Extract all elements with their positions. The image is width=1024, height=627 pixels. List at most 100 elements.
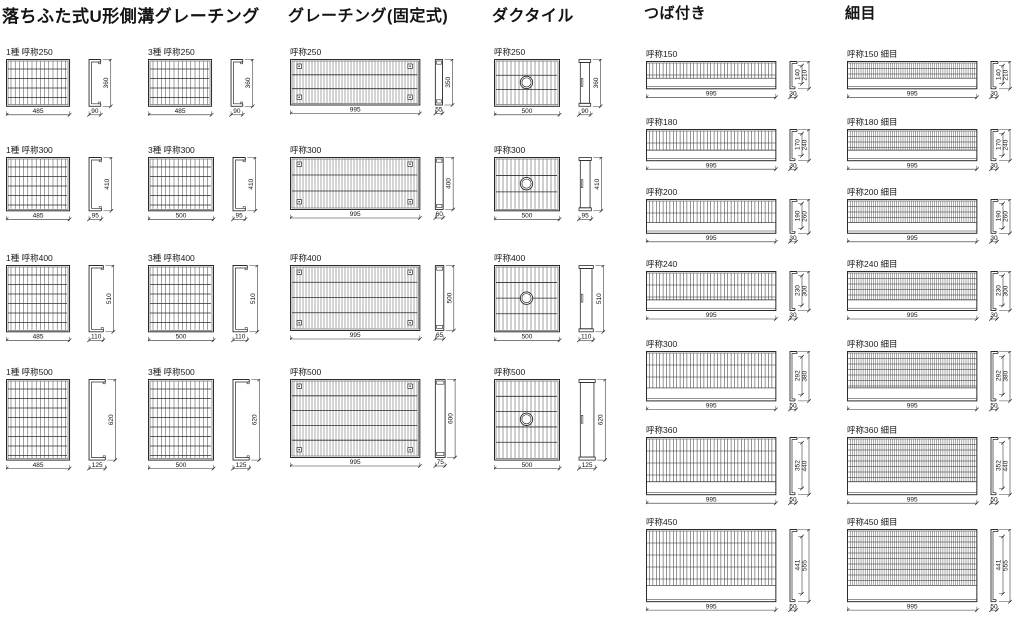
- dimension-text: 210: [1003, 69, 1010, 80]
- width-dimension: 500: [492, 213, 562, 222]
- height-dimension: 410: [247, 155, 258, 213]
- height-dimension: 510: [595, 263, 606, 334]
- plan-view: [646, 199, 777, 234]
- product-drawing: 500 620 125: [492, 377, 608, 471]
- side-view: [789, 437, 798, 496]
- product-label: 呼称450: [646, 517, 678, 527]
- product-drawing: 995 170 240 30: [845, 127, 1013, 172]
- side-view: [88, 379, 106, 461]
- product-label: 呼称300: [290, 145, 322, 155]
- product-item: 1種 呼称500 485 620 125: [4, 366, 126, 481]
- product-label: 呼称360 細目: [847, 425, 898, 435]
- side-view: [990, 271, 999, 311]
- dimension-text: 125: [582, 462, 593, 469]
- height-dimension: 510: [105, 263, 116, 334]
- side-view: [990, 437, 999, 496]
- height-dimension: 240: [798, 127, 812, 163]
- dimension-text: 995: [706, 496, 717, 503]
- width-dimension: 995: [288, 459, 422, 469]
- height-dimension: 360: [244, 57, 255, 109]
- plan-view: [847, 529, 978, 603]
- plan-view: [290, 59, 421, 106]
- side-view: [578, 157, 592, 212]
- dimension-text: 500: [522, 213, 533, 220]
- dimension-text: 125: [236, 462, 247, 469]
- section-title: ダクタイル: [492, 8, 574, 25]
- dimension-text: 440: [802, 460, 809, 471]
- width-dimension: 995: [845, 403, 979, 412]
- dimension-text: 170: [795, 139, 802, 150]
- dimension-text: 995: [907, 403, 918, 410]
- height-dimension: 600: [447, 377, 458, 460]
- dimension-text: 240: [802, 139, 809, 150]
- inner-height-dimension: 441: [795, 534, 805, 596]
- dimension-text: 410: [248, 178, 255, 189]
- side-width-dimension: 30: [787, 91, 799, 100]
- plan-view: [6, 157, 71, 212]
- dimension-text: 95: [582, 213, 590, 220]
- product-item: 3種 呼称300 500 410 95: [146, 144, 266, 232]
- width-dimension: 995: [845, 496, 979, 506]
- dimension-text: 110: [91, 334, 102, 341]
- dimension-text: 30: [789, 162, 797, 169]
- dimension-text: 995: [907, 496, 918, 503]
- width-dimension: 500: [492, 334, 562, 343]
- dimension-text: 485: [33, 462, 44, 469]
- product-label: 呼称300 細目: [847, 339, 898, 349]
- product-label: 呼称400: [494, 253, 526, 263]
- product-item: 呼称300 細目 995 292 380 50: [845, 338, 1021, 422]
- section-title: 落ちふた式U形側溝グレーチング: [2, 7, 260, 26]
- plan-view: [494, 157, 560, 212]
- product-item: 呼称150 995 140 210 30: [644, 48, 820, 110]
- product-label: 呼称250: [494, 47, 526, 57]
- product-drawing: 995 190 260 30: [845, 197, 1013, 244]
- product-drawing: 485 620 125: [4, 377, 118, 471]
- plan-view: [847, 199, 978, 234]
- dimension-text: 995: [706, 235, 717, 242]
- product-item: 呼称250 500 360 90: [492, 46, 611, 127]
- side-view: [232, 379, 250, 461]
- dimension-text: 75: [437, 459, 445, 466]
- dimension-text: 210: [802, 69, 809, 80]
- product-label: 呼称300: [646, 339, 678, 349]
- inner-height-dimension: 170: [996, 131, 1006, 158]
- dimension-text: 30: [990, 91, 998, 98]
- dimension-text: 50: [990, 496, 998, 503]
- inner-height-dimension: 292: [996, 354, 1006, 397]
- dimension-text: 555: [802, 560, 809, 571]
- plan-view: [646, 351, 777, 402]
- side-view: [789, 129, 798, 162]
- side-view: [88, 157, 102, 212]
- product-label: 呼称240: [646, 259, 678, 269]
- dimension-text: 500: [176, 334, 187, 341]
- product-drawing: 995 230 300 30: [644, 269, 812, 322]
- product-drawing: 500 360 90: [492, 57, 603, 117]
- width-dimension: 485: [146, 108, 214, 117]
- dimension-text: 190: [996, 210, 1003, 221]
- product-drawing: 995 140 210 30: [845, 59, 1013, 100]
- dimension-text: 190: [795, 210, 802, 221]
- dimension-text: 65: [436, 332, 444, 339]
- dimension-text: 60: [436, 211, 444, 218]
- plan-view: [148, 59, 213, 107]
- inner-height-dimension: 230: [795, 273, 805, 308]
- height-dimension: 300: [798, 269, 812, 313]
- width-dimension: 995: [644, 235, 778, 244]
- height-dimension: 555: [999, 527, 1013, 604]
- dimension-text: 485: [33, 213, 44, 220]
- side-width-dimension: 95: [576, 213, 594, 222]
- width-dimension: 995: [644, 162, 778, 172]
- dimension-text: 95: [92, 213, 100, 220]
- height-dimension: 210: [999, 59, 1013, 91]
- product-drawing: 995 292 380 50: [644, 349, 812, 412]
- side-width-dimension: 50: [988, 403, 1000, 412]
- width-dimension: 500: [492, 462, 562, 471]
- inner-height-dimension: 170: [795, 131, 805, 158]
- side-width-dimension: 30: [787, 235, 799, 244]
- dimension-text: 380: [802, 370, 809, 381]
- width-dimension: 995: [288, 211, 422, 221]
- height-dimension: 620: [107, 377, 118, 463]
- product-label: 3種 呼称300: [148, 145, 195, 155]
- width-dimension: 995: [644, 91, 778, 100]
